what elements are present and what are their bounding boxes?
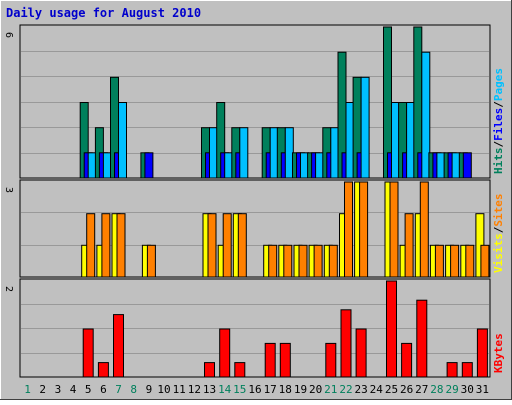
- panel-max-label: 2: [3, 286, 14, 292]
- x-tick-label-day-18: 18: [279, 383, 292, 396]
- legend-item: Hits: [492, 148, 505, 175]
- bar-sites-day-22: [344, 181, 353, 278]
- bar-kbytes-day-29: [446, 362, 458, 378]
- x-tick-label-day-15: 15: [233, 383, 246, 396]
- x-tick-label-day-3: 3: [55, 383, 62, 396]
- legend-item: /: [492, 226, 505, 233]
- bar-kbytes-day-26: [401, 342, 413, 378]
- x-tick-label-day-20: 20: [309, 383, 322, 396]
- bar-sites-day-27: [419, 181, 429, 278]
- bar-kbytes-day-30: [461, 362, 473, 378]
- x-tick-label-day-14: 14: [218, 383, 232, 396]
- bar-kbytes-day-23: [355, 328, 367, 378]
- bar-files-day-9: [144, 152, 154, 179]
- bar-kbytes-day-5: [82, 328, 94, 378]
- legend-item: Sites: [492, 194, 505, 227]
- bar-sites-day-26: [404, 213, 414, 278]
- x-tick-label-day-7: 7: [115, 383, 122, 396]
- bar-sites-day-31: [480, 244, 490, 278]
- bar-kbytes-day-25: [386, 280, 397, 378]
- x-tick-label-day-19: 19: [294, 383, 307, 396]
- x-tick-label-day-5: 5: [85, 383, 92, 396]
- panel-legend: Hits/Files/Pages: [492, 68, 505, 174]
- bar-sites-day-9: [146, 244, 156, 278]
- bar-kbytes-day-14: [219, 328, 231, 378]
- bar-kbytes-day-7: [113, 314, 124, 378]
- x-tick-label-day-10: 10: [157, 383, 170, 396]
- bar-sites-day-18: [283, 244, 293, 278]
- x-tick-label-day-22: 22: [339, 383, 352, 396]
- x-axis-labels: 1 2 3 4 5 6 7 8 9 10 11 12 13 14 15 16 17 18 19 20 21 22 23 24 2…: [24, 383, 489, 396]
- bar-sites-day-21: [328, 244, 338, 278]
- bar-sites-day-5: [86, 213, 96, 278]
- panel-legend: KBytes: [492, 333, 505, 373]
- x-tick-label-day-23: 23: [354, 383, 367, 396]
- panel-kbytes: 2 KBytes: [3, 278, 505, 378]
- x-tick-label-day-21: 21: [324, 383, 337, 396]
- x-tick-label-day-25: 25: [385, 383, 398, 396]
- legend-item: /: [492, 141, 505, 148]
- legend-item: Files: [492, 108, 505, 141]
- x-tick-label-day-13: 13: [203, 383, 216, 396]
- bar-kbytes-day-22: [340, 309, 352, 378]
- x-tick-label-day-24: 24: [370, 383, 384, 396]
- legend-item: Pages: [492, 68, 505, 101]
- bar-sites-day-15: [237, 213, 247, 278]
- panel-max-label: 3: [3, 187, 14, 193]
- bar-sites-day-23: [359, 181, 369, 278]
- bar-sites-day-30: [465, 244, 475, 278]
- x-tick-label-day-30: 30: [461, 383, 474, 396]
- bar-sites-day-20: [313, 244, 323, 278]
- bar-sites-day-6: [101, 213, 111, 278]
- bar-sites-day-25: [389, 181, 399, 278]
- bar-kbytes-day-27: [416, 299, 428, 378]
- bar-sites-day-7: [116, 213, 126, 278]
- legend-item: KBytes: [492, 333, 505, 373]
- x-tick-label-day-29: 29: [445, 383, 458, 396]
- x-tick-label-day-4: 4: [70, 383, 77, 396]
- x-tick-label-day-2: 2: [39, 383, 46, 396]
- bar-sites-day-19: [298, 244, 308, 278]
- panel-visits-sites: 3 Visits/Sites: [3, 179, 505, 278]
- bar-files-day-30: [462, 152, 472, 179]
- bar-kbytes-day-21: [325, 342, 337, 378]
- x-tick-label-day-12: 12: [188, 383, 201, 396]
- x-tick-label-day-16: 16: [248, 383, 261, 396]
- x-tick-label-day-9: 9: [146, 383, 153, 396]
- bar-kbytes-day-6: [97, 362, 109, 378]
- chart-title: Daily usage for August 2010: [6, 6, 201, 20]
- bar-kbytes-day-31: [476, 328, 488, 378]
- x-tick-label-day-17: 17: [264, 383, 277, 396]
- x-tick-label-day-11: 11: [173, 383, 186, 396]
- x-tick-label-day-8: 8: [130, 383, 137, 396]
- panel-max-label: 6: [3, 32, 14, 38]
- bar-pages-day-27: [421, 51, 431, 179]
- legend-item: Visits: [492, 233, 505, 273]
- x-tick-label-day-26: 26: [400, 383, 413, 396]
- bar-pages-day-7: [118, 102, 127, 179]
- bar-kbytes-day-17: [264, 342, 276, 378]
- bar-kbytes-day-15: [234, 362, 246, 378]
- bar-kbytes-day-13: [204, 362, 215, 378]
- bar-sites-day-28: [434, 244, 444, 278]
- bar-kbytes-day-18: [279, 342, 291, 378]
- legend-item: /: [492, 101, 505, 108]
- panel-legend: Visits/Sites: [492, 194, 505, 274]
- bar-sites-day-17: [268, 244, 278, 278]
- x-tick-label-day-6: 6: [100, 383, 107, 396]
- x-tick-label-day-27: 27: [415, 383, 428, 396]
- x-tick-label-day-28: 28: [430, 383, 443, 396]
- bar-pages-day-15: [239, 127, 249, 179]
- x-tick-label-day-31: 31: [476, 383, 489, 396]
- bar-sites-day-29: [450, 244, 460, 278]
- bar-sites-day-14: [222, 213, 232, 278]
- x-tick-label-day-1: 1: [24, 383, 31, 396]
- bar-pages-day-23: [360, 76, 370, 179]
- bar-sites-day-13: [207, 213, 217, 278]
